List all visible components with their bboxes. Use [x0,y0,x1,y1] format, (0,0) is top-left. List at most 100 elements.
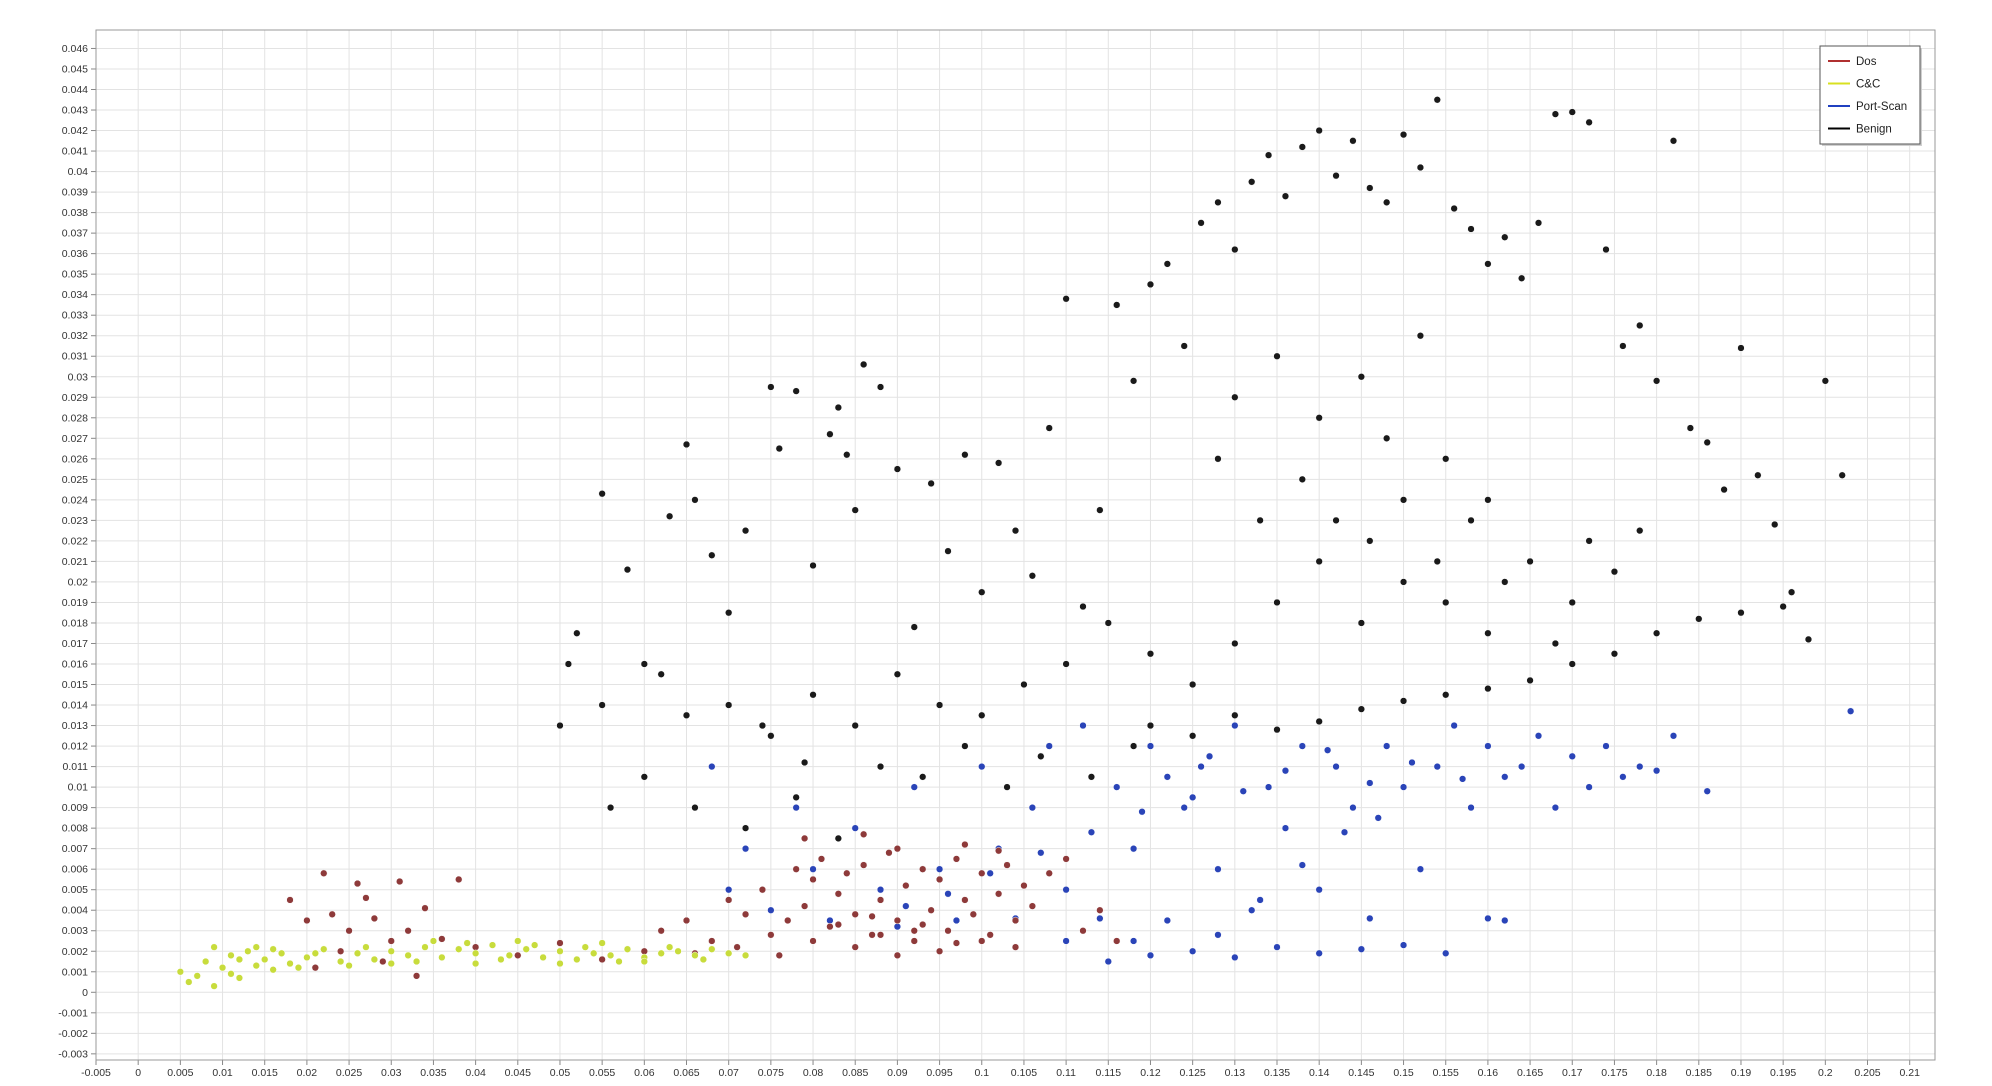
data-point-dos [1096,906,1104,914]
data-point-dos [800,902,809,910]
data-point-benign [1416,332,1425,340]
data-point-benign [860,360,868,369]
data-point-benign [1104,619,1112,627]
data-point-port-scan [935,865,944,873]
data-point-dos [876,896,885,904]
series-dos [286,830,1121,980]
data-point-port-scan [1484,914,1492,923]
data-point-dos [471,943,480,951]
x-tick-label: 0.17 [1562,1067,1583,1079]
data-point-benign [1281,192,1290,200]
data-point-benign [623,565,632,574]
data-point-benign [1501,233,1509,241]
data-point-c-c [269,966,277,974]
data-point-dos [362,894,370,902]
data-point-benign [1256,516,1264,525]
data-point-port-scan [708,762,716,771]
data-point-port-scan [1189,947,1197,955]
data-point-dos [303,916,311,925]
x-tick-label: 0.13 [1225,1067,1246,1079]
data-point-port-scan [1366,779,1374,787]
data-point-benign [792,387,800,395]
x-tick-label: 0.195 [1770,1067,1796,1079]
x-tick-label: 0.185 [1686,1067,1712,1079]
y-tick-label: 0.014 [62,700,88,712]
data-point-benign [961,742,969,750]
data-point-benign [1568,660,1576,668]
data-point-benign [1433,96,1441,104]
data-point-port-scan [876,886,885,894]
data-point-benign [1526,557,1534,566]
data-point-dos [868,931,876,939]
data-point-benign [1484,260,1492,268]
data-point-port-scan [1399,783,1408,791]
data-point-c-c [699,955,708,964]
data-point-benign [1113,301,1121,309]
data-point-port-scan [986,869,994,877]
data-point-c-c [463,939,471,947]
data-point-c-c [210,943,218,951]
y-tick-label: 0.005 [62,884,88,896]
data-point-benign [1315,557,1323,566]
data-point-benign [606,803,615,812]
data-point-c-c [497,955,505,964]
legend-label-c-c: C&C [1856,79,1880,91]
data-point-dos [725,896,733,904]
y-tick-label: 0.003 [62,925,88,937]
data-point-benign [1273,726,1281,734]
data-point-benign [1189,680,1197,689]
data-point-port-scan [1568,752,1576,760]
data-point-c-c [421,943,429,951]
x-tick-label: 0.19 [1731,1067,1752,1079]
data-point-benign [800,758,809,767]
data-point-benign [1298,475,1306,483]
x-tick-label: 0.005 [167,1067,193,1079]
data-point-port-scan [1467,803,1475,812]
data-point-benign [1442,598,1450,607]
x-tick-label: 0.03 [381,1067,402,1079]
data-point-dos [640,947,648,955]
data-point-dos [328,910,336,918]
data-point-benign [1399,496,1408,504]
data-point-c-c [345,961,353,970]
data-point-port-scan [1214,931,1222,939]
data-point-c-c [412,957,421,966]
data-point-benign [843,451,851,459]
grid-lines [95,30,1935,1060]
x-tick-label: 0.06 [634,1067,655,1079]
data-point-c-c [353,949,362,957]
data-point-port-scan [851,824,859,832]
x-tick-label: 0.16 [1478,1067,1499,1079]
data-point-port-scan [978,762,986,771]
data-point-c-c [387,959,395,968]
data-point-port-scan [1045,742,1053,750]
data-point-benign [1720,485,1728,494]
data-point-benign [1332,172,1340,180]
data-points [176,96,1855,990]
data-point-benign [1551,110,1560,118]
data-point-port-scan [1349,803,1357,812]
data-point-c-c [404,951,412,960]
data-point-dos [741,910,750,918]
data-point-benign [1669,137,1678,145]
data-point-c-c [261,955,269,964]
data-point-dos [843,869,851,877]
data-point-benign [1636,321,1644,330]
data-point-c-c [336,957,345,966]
data-point-benign [1189,732,1197,740]
data-point-benign [1129,377,1138,385]
data-point-benign [1585,118,1593,126]
x-tick-label: 0.04 [465,1067,486,1079]
data-point-benign [1568,598,1576,607]
x-tick-label: 0.02 [297,1067,318,1079]
y-tick-label: 0.021 [62,556,88,568]
data-point-port-scan [1433,762,1441,771]
data-point-port-scan [1281,767,1290,775]
data-point-dos [994,847,1003,855]
x-tick-label: 0.075 [758,1067,784,1079]
x-tick-label: 0.175 [1601,1067,1627,1079]
y-tick-label: 0.037 [62,228,88,240]
data-point-benign [1298,143,1306,151]
y-tick-label: 0.035 [62,269,88,281]
